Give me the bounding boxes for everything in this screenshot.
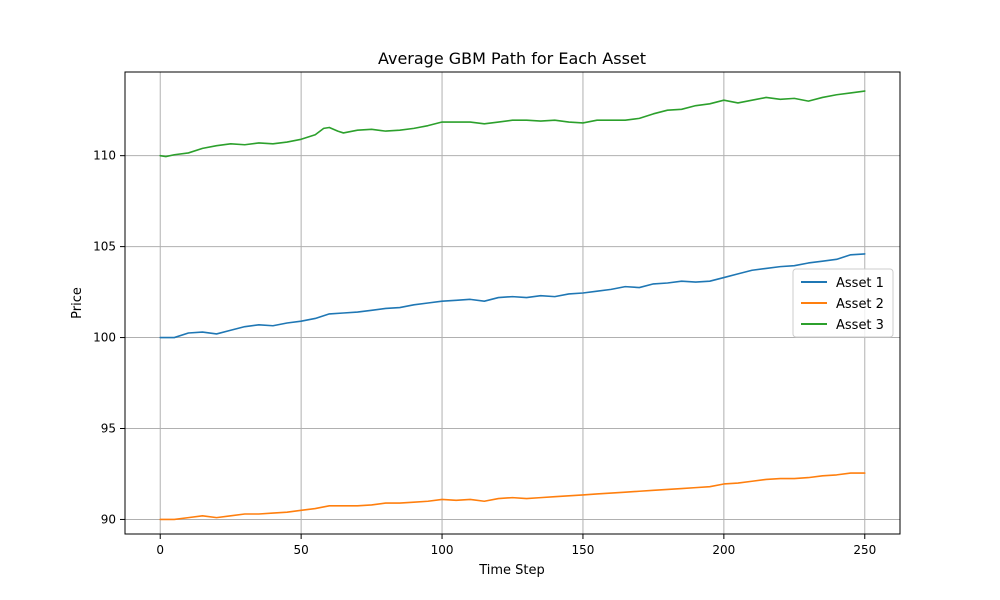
x-axis-label: Time Step	[478, 563, 545, 578]
y-tick-label: 110	[93, 149, 116, 163]
legend: Asset 1 Asset 2 Asset 3	[792, 268, 894, 338]
series-group	[159, 90, 866, 521]
series-line-asset-3	[159, 90, 866, 158]
y-tick-label: 100	[93, 331, 116, 345]
x-tick-label: 250	[853, 543, 876, 557]
axis-ticks: 0 50 100 150 200 250 90 95 100 105 110	[93, 149, 876, 557]
x-tick-label: 200	[712, 543, 735, 557]
plot-frame	[124, 71, 901, 535]
x-tick-label: 50	[293, 543, 308, 557]
y-axis-label: Price	[70, 287, 85, 319]
y-tick-label: 95	[101, 422, 116, 436]
legend-box	[792, 268, 894, 338]
y-tick-label: 90	[101, 512, 116, 526]
x-tick-label: 100	[431, 543, 454, 557]
series-line-asset-2	[159, 472, 866, 521]
legend-label-asset-1: Asset 1	[836, 276, 884, 291]
chart-title: Average GBM Path for Each Asset	[378, 49, 646, 68]
legend-label-asset-2: Asset 2	[836, 297, 884, 312]
x-tick-label: 0	[156, 543, 164, 557]
grid	[125, 72, 900, 534]
y-tick-label: 105	[93, 240, 116, 254]
x-tick-label: 150	[572, 543, 595, 557]
series-line-asset-1	[159, 253, 866, 339]
legend-label-asset-3: Asset 3	[836, 318, 884, 333]
